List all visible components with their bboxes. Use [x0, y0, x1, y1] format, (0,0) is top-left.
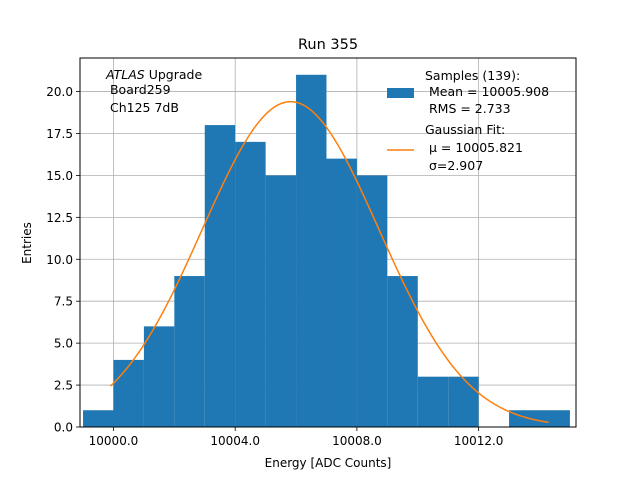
histogram-bar-9 — [356, 175, 388, 427]
annotation-line-1: ATLAS Upgrade — [105, 67, 202, 82]
annotation-atlas-word: ATLAS — [105, 67, 145, 82]
legend-fit-title: Gaussian Fit: — [425, 122, 505, 137]
x-tick-label-0: 10000.0 — [89, 434, 139, 448]
x-tick-label-1: 10004.0 — [210, 434, 260, 448]
histogram-bar-12 — [448, 376, 479, 427]
histogram-bar-10 — [387, 276, 418, 427]
legend-fit-mu: μ = 10005.821 — [425, 140, 523, 155]
gaussian-fit-curve — [109, 100, 549, 424]
histogram-bar-7 — [296, 74, 327, 427]
y-axis-label: Entries — [20, 222, 34, 264]
histogram-bar-5 — [235, 141, 266, 427]
y-tick-label-8: 20.0 — [46, 85, 73, 99]
y-tick-label-0: 0.0 — [54, 421, 73, 435]
legend-samples-title: Samples (139): — [425, 68, 520, 83]
histogram-bar-0 — [83, 410, 114, 427]
y-axis-ticks: 0.0 2.5 5.0 7.5 10.0 12.5 15.0 17.5 20.0 — [46, 85, 80, 435]
y-tick-label-7: 17.5 — [46, 127, 73, 141]
legend: Samples (139): Mean = 10005.908 RMS = 2.… — [387, 68, 549, 173]
y-tick-label-2: 5.0 — [54, 337, 73, 351]
y-tick-label-1: 2.5 — [54, 379, 73, 393]
histogram-bar-2 — [143, 326, 175, 427]
y-tick-label-6: 15.0 — [46, 169, 73, 183]
annotation-upgrade-word: Upgrade — [145, 67, 203, 82]
annotation-line-2: Board259 — [106, 82, 171, 97]
y-tick-label-4: 10.0 — [46, 253, 73, 267]
y-tick-label-3: 7.5 — [54, 295, 73, 309]
histogram-bar-4 — [204, 125, 236, 427]
x-tick-label-2: 10008.0 — [332, 434, 382, 448]
histogram-bar-8 — [326, 158, 357, 428]
histogram-bar-6 — [265, 175, 297, 427]
histogram-bar-15 — [539, 410, 570, 427]
y-tick-label-5: 12.5 — [46, 211, 73, 225]
x-axis-label: Energy [ADC Counts] — [265, 456, 392, 470]
histogram-bar-3 — [174, 276, 205, 427]
legend-samples-mean: Mean = 10005.908 — [425, 84, 549, 99]
x-axis-ticks: 10000.0 10004.0 10008.0 10012.0 — [89, 427, 504, 448]
chart-title: Run 355 — [298, 37, 358, 53]
legend-samples-swatch — [387, 88, 414, 98]
x-tick-label-3: 10012.0 — [454, 434, 504, 448]
histogram-bar-1 — [113, 359, 144, 427]
histogram-bar-11 — [417, 376, 449, 427]
legend-samples-rms: RMS = 2.733 — [425, 101, 511, 116]
annotation-line-3: Ch125 7dB — [106, 100, 179, 115]
legend-fit-sigma: σ=2.907 — [425, 158, 483, 173]
atlas-annotation: ATLAS Upgrade Board259 Ch125 7dB — [105, 67, 202, 115]
plot-frame — [79, 57, 577, 428]
